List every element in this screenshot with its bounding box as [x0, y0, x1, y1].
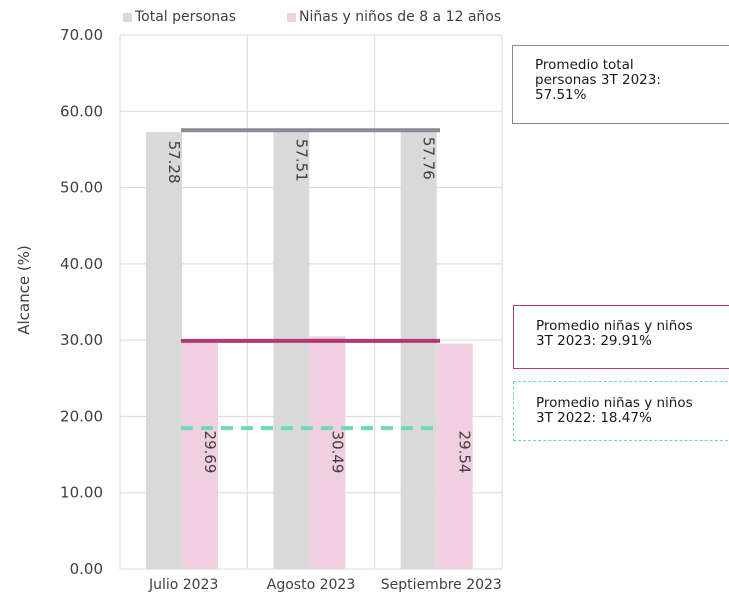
- x-tick-label: Julio 2023: [148, 577, 218, 593]
- y-tick-label: 10.00: [60, 484, 103, 502]
- data-label: 57.51: [292, 139, 310, 182]
- legend-swatch-total: [123, 12, 132, 22]
- legend-item-ninos: Niñas y niños de 8 a 12 años: [287, 9, 501, 25]
- annotation-total-line-2: personas 3T 2023:: [535, 72, 661, 88]
- annotation-ninos-2022-line-1: Promedio niñas y niños: [536, 395, 693, 411]
- data-label: 29.54: [456, 431, 474, 474]
- bar-total-1: [273, 130, 310, 569]
- annotation-ninos-2022: Promedio niñas y niños 3T 2022: 18.47%: [513, 381, 729, 441]
- bar-ninos-0: [182, 342, 218, 569]
- legend-swatch-ninos: [287, 12, 296, 22]
- annotation-ninos-2023-line-1: Promedio niñas y niños: [536, 318, 693, 334]
- data-label: 57.76: [420, 137, 438, 180]
- bar-total-0: [146, 132, 182, 569]
- y-tick-label: 0.00: [70, 560, 103, 578]
- legend-label-total: Total personas: [135, 9, 237, 25]
- annotation-ninos-2023: Promedio niñas y niños 3T 2023: 29.91%: [513, 305, 729, 369]
- y-tick-label: 50.00: [60, 179, 103, 197]
- y-tick-label: 30.00: [60, 331, 103, 349]
- y-tick-label: 20.00: [60, 407, 103, 425]
- bar-ninos-1: [309, 336, 346, 569]
- annotation-total-line-1: Promedio total: [535, 57, 634, 73]
- annotation-ninos-2022-line-2: 3T 2022: 18.47%: [536, 410, 652, 426]
- legend-label-ninos: Niñas y niños de 8 a 12 años: [299, 9, 502, 25]
- y-tick-label: 70.00: [60, 26, 103, 44]
- data-label: 57.28: [165, 141, 183, 184]
- bar-total-2: [400, 128, 437, 569]
- annotation-total-average: Promedio total personas 3T 2023: 57.51%: [512, 45, 729, 124]
- annotation-ninos-2023-line-2: 3T 2023: 29.91%: [536, 333, 652, 349]
- legend-item-total: Total personas: [123, 9, 236, 25]
- annotation-total-line-3: 57.51%: [535, 87, 587, 103]
- x-tick-label: Septiembre 2023: [381, 577, 502, 593]
- y-tick-label: 60.00: [60, 102, 103, 120]
- bar-ninos-2: [436, 343, 473, 569]
- data-label: 29.69: [201, 431, 219, 474]
- x-tick-label: Agosto 2023: [267, 577, 355, 593]
- y-tick-label: 40.00: [60, 255, 103, 273]
- y-axis-label: Alcance (%): [15, 245, 33, 335]
- data-label: 30.49: [328, 431, 346, 474]
